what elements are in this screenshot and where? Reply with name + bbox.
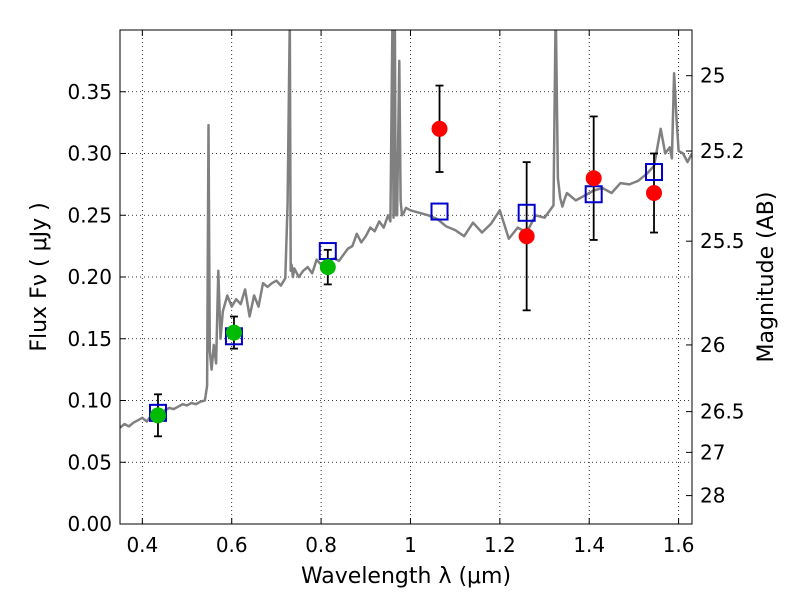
- y-tick-label: 0.25: [67, 203, 112, 227]
- model-square: [584, 185, 603, 204]
- y2-tick-label: 27: [700, 440, 725, 464]
- model-square: [517, 203, 536, 222]
- x-tick-label: 1.6: [663, 533, 695, 557]
- y2-tick-label: 28: [700, 484, 725, 508]
- y2-tick-label: 26.5: [700, 400, 745, 424]
- y-tick-label: 0.30: [67, 142, 112, 166]
- red-point: [518, 228, 535, 245]
- y-tick-label: 0.00: [67, 512, 112, 536]
- green-point: [319, 259, 336, 276]
- model-square: [430, 202, 449, 221]
- green-point: [149, 407, 166, 424]
- axis-ticks: 0.4 0.6 0.8 1 1.2 1.4 1.6 0.00 0.05 0.10 0.15 0.20 0…: [67, 30, 745, 557]
- spectrum-line: [120, 30, 692, 429]
- model-square: [645, 163, 664, 182]
- x-tick-label: 1.4: [573, 533, 605, 557]
- y2-tick-label: 25: [700, 64, 725, 88]
- y2-axis-label: Magnitude (AB): [754, 192, 779, 363]
- x-axis-label: Wavelength λ (μm): [301, 564, 511, 589]
- y-tick-label: 0.15: [67, 327, 112, 351]
- points-layer: [148, 84, 664, 438]
- y-tick-label: 0.35: [67, 80, 112, 104]
- red-point: [585, 170, 602, 187]
- x-tick-label: 0.4: [126, 533, 158, 557]
- y-tick-label: 0.20: [67, 265, 112, 289]
- y-tick-label: 0.10: [67, 389, 112, 413]
- x-tick-label: 1.2: [484, 533, 516, 557]
- x-tick-label: 0.8: [305, 533, 337, 557]
- y-tick-label: 0.05: [67, 450, 112, 474]
- x-tick-label: 0.6: [216, 533, 248, 557]
- spectrum-layer: [120, 30, 692, 429]
- red-point: [431, 120, 448, 137]
- y2-tick-label: 25.2: [700, 139, 745, 163]
- green-point: [225, 324, 242, 341]
- x-tick-label: 1: [404, 533, 417, 557]
- red-point: [646, 185, 663, 202]
- y-axis-label: Flux Fν ( μJy ): [27, 202, 52, 351]
- y2-tick-label: 26: [700, 333, 725, 357]
- model-square: [318, 242, 337, 261]
- y2-tick-label: 25.5: [700, 229, 745, 253]
